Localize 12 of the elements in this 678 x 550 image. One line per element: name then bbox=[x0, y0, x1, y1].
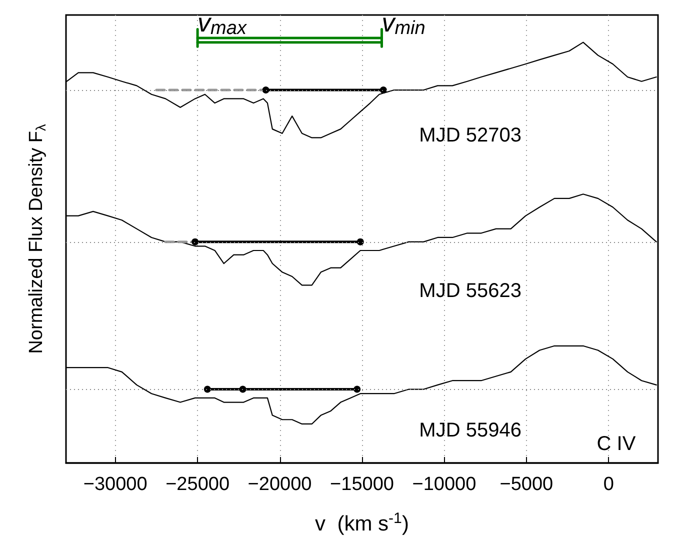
x-tick-label: 0 bbox=[603, 474, 614, 495]
x-tick-label: −20000 bbox=[248, 474, 312, 495]
y-axis-title: Normalized Flux Density Fλ bbox=[26, 124, 48, 354]
annotation: MJD 52703 bbox=[419, 124, 522, 147]
annotation: MJD 55946 bbox=[419, 419, 522, 442]
x-tick-label: −10000 bbox=[412, 474, 476, 495]
x-tick-label: −15000 bbox=[330, 474, 394, 495]
x-tick-label: −25000 bbox=[166, 474, 230, 495]
annotation: MJD 55623 bbox=[419, 280, 522, 302]
annotation: C IV bbox=[596, 433, 636, 456]
x-tick-label: −5000 bbox=[500, 474, 554, 495]
x-tick-label: −30000 bbox=[83, 474, 148, 495]
